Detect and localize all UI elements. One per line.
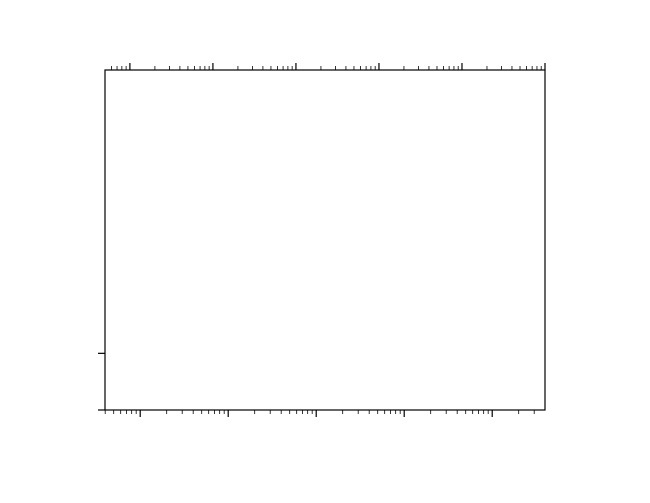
chart-svg bbox=[0, 0, 650, 503]
chart-container bbox=[0, 0, 650, 503]
plot-area bbox=[105, 70, 545, 410]
